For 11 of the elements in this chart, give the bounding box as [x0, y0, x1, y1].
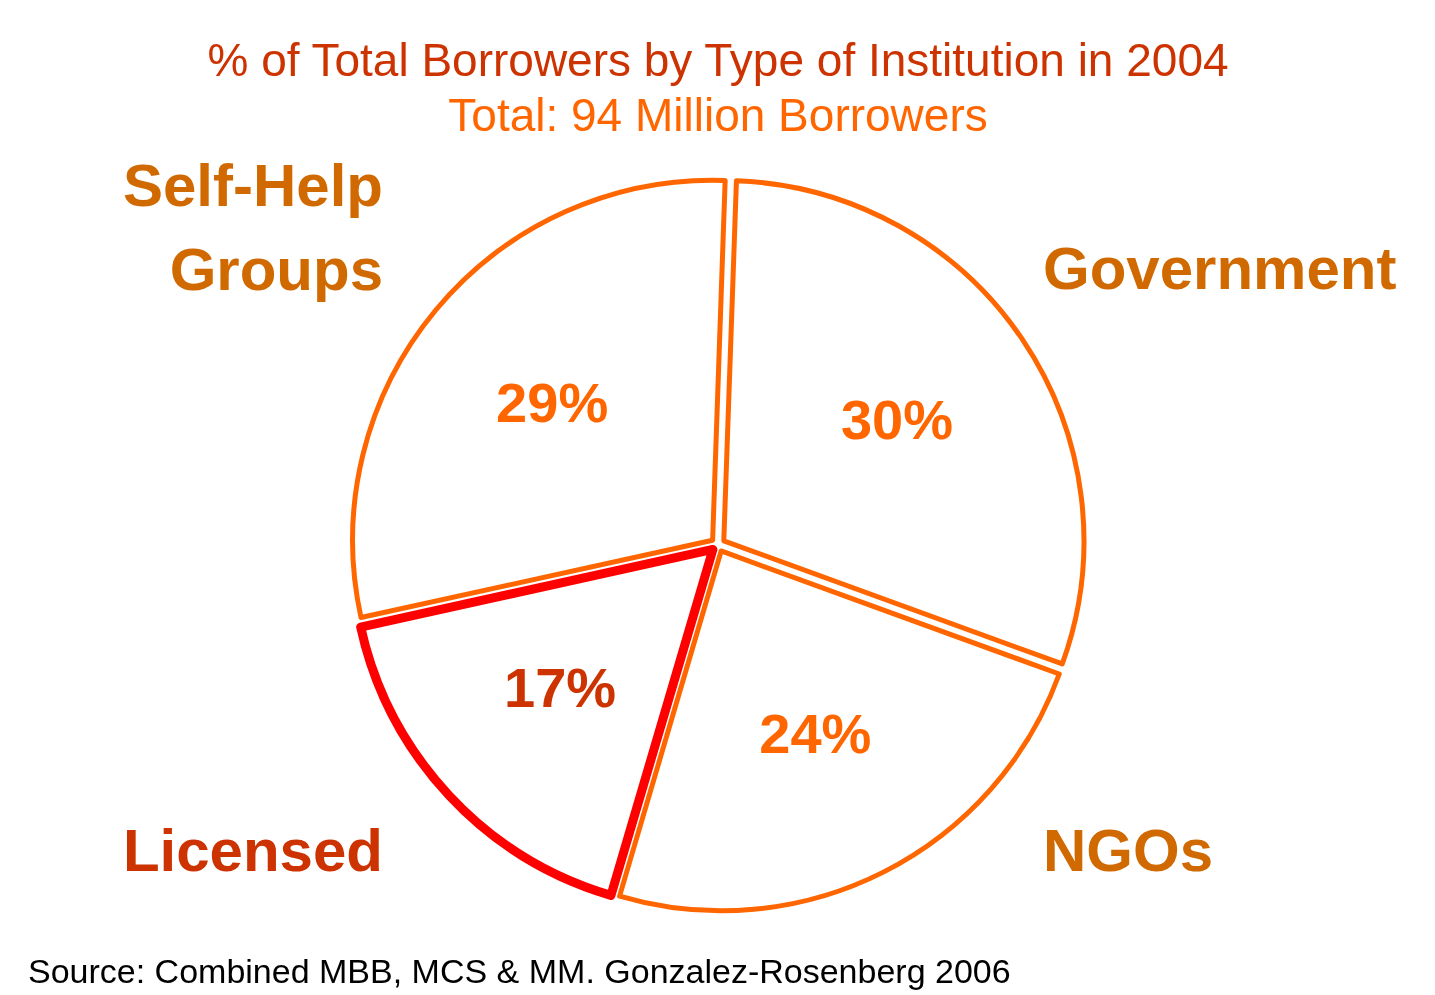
- data-label: 17%: [504, 656, 617, 720]
- data-label: 30%: [840, 388, 954, 452]
- data-label: 24%: [759, 701, 872, 765]
- data-label: 29%: [496, 370, 609, 434]
- slice-label: Licensed: [122, 817, 383, 885]
- chart-title: % of Total Borrowers by Type of Institution in 2004: [207, 34, 1229, 87]
- slice-label: Self-Help Groups: [122, 152, 383, 304]
- slice-label: Government: [1043, 235, 1397, 303]
- chart-subtitle: Total: 94 Million Borrowers: [448, 89, 988, 142]
- source-note: Source: Combined MBB, MCS & MM. Gonzalez-Rosenberg 2006: [28, 952, 1011, 991]
- slice-label: NGOs: [1043, 817, 1214, 885]
